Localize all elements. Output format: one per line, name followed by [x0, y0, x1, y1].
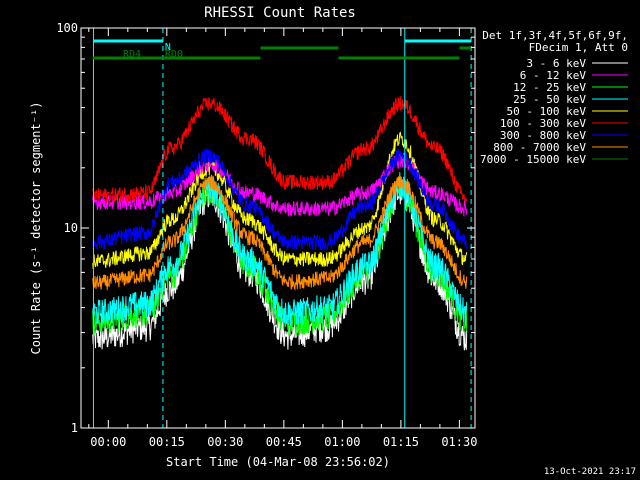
y-axis-ticks: 1 10 100: [56, 21, 475, 435]
legend-header-line-1: Det 1f,3f,4f,5f,6f,9f,: [482, 29, 628, 42]
y-tick-label: 100: [56, 21, 78, 35]
legend-entry-label: 3 - 6 keV: [526, 57, 586, 70]
x-tick-label: 01:30: [441, 435, 477, 449]
x-tick-label: 00:00: [90, 435, 126, 449]
x-tick-label: 00:45: [266, 435, 302, 449]
legend-entry-label: 50 - 100 keV: [507, 105, 587, 118]
legend: Det 1f,3f,4f,5f,6f,9f, FDecim 1, Att 0 3…: [480, 29, 628, 166]
x-tick-label: 01:15: [383, 435, 419, 449]
legend-entry-label: 7000 - 15000 keV: [480, 153, 586, 166]
y-axis-title: Count Rate (s⁻¹ detector segment⁻¹): [29, 102, 43, 355]
legend-header-line-2: FDecim 1, Att 0: [529, 41, 628, 54]
flag-label-rd0: RD0: [165, 49, 183, 60]
x-tick-label: 01:00: [324, 435, 360, 449]
legend-entry-label: 12 - 25 keV: [513, 81, 586, 94]
flag-label-n: N: [165, 42, 171, 53]
legend-entry-label: 300 - 800 keV: [500, 129, 586, 142]
x-axis-title: Start Time (04-Mar-08 23:56:02): [166, 455, 390, 469]
x-axis-ticks: 00:00 00:15 00:30 00:45 01:00 01:15 01:30: [88, 28, 477, 449]
vertical-markers: [92, 28, 472, 428]
chart-title: RHESSI Count Rates: [204, 5, 356, 21]
legend-entry-label: 100 - 300 keV: [500, 117, 586, 130]
flag-label-rd4: RD4: [123, 49, 141, 60]
legend-entry-label: 25 - 50 keV: [513, 93, 586, 106]
generation-timestamp: 13-Oct-2021 23:17: [544, 467, 636, 477]
legend-entry-label: 800 - 7000 keV: [493, 141, 586, 154]
x-tick-label: 00:30: [207, 435, 243, 449]
legend-entry-label: 6 - 12 keV: [520, 69, 587, 82]
y-tick-label: 10: [64, 221, 78, 235]
y-tick-label: 1: [71, 421, 78, 435]
x-tick-label: 00:15: [149, 435, 185, 449]
